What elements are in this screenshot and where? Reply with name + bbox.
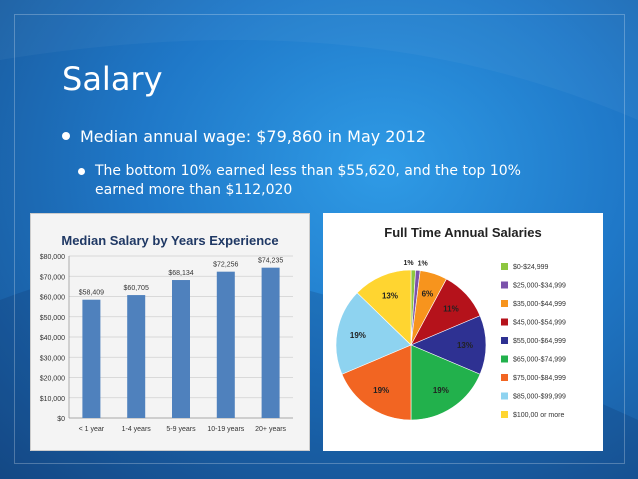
y-tick-label: $60,000	[40, 295, 65, 302]
pie-slice-label: 1%	[418, 260, 429, 267]
y-tick-label: $40,000	[40, 335, 65, 342]
bar-data-label: $74,235	[258, 258, 283, 265]
y-tick-label: $10,000	[40, 396, 65, 403]
legend-label: $65,000-$74,999	[513, 357, 566, 364]
y-tick-label: $80,000	[40, 254, 65, 261]
x-tick-label: 1-4 years	[122, 426, 152, 433]
legend-label: $100,00 or more	[513, 412, 564, 419]
legend-label: $25,000-$34,999	[513, 283, 566, 290]
bullet-text: The bottom 10% earned less than $55,620,…	[95, 163, 521, 198]
legend-label: $75,000-$84,999	[513, 375, 566, 382]
pie-slice-label: 13%	[457, 341, 473, 350]
pie-chart-title: Full Time Annual Salaries	[384, 225, 542, 240]
y-tick-label: $30,000	[40, 355, 65, 362]
bar-data-label: $58,409	[79, 290, 104, 297]
pie-slice	[410, 315, 487, 375]
bar-chart-title: Median Salary by Years Experience	[61, 233, 278, 248]
legend-swatch	[501, 263, 508, 270]
y-tick-label: $0	[57, 416, 65, 423]
bullet-text: Median annual wage: $79,860 in May 2012	[80, 127, 427, 146]
bar-chart: Median Salary by Years Experience $0 $10,0…	[40, 233, 293, 433]
bullet-dot-icon	[62, 131, 70, 140]
legend-label: $55,000-$64,999	[513, 338, 566, 345]
bullet-dot-icon	[78, 168, 85, 175]
legend-swatch	[501, 411, 508, 418]
bar-chart-panel: Median Salary by Years Experience $0 $10,0…	[30, 213, 310, 451]
pie-slice	[410, 344, 481, 421]
pie-slice-label: 19%	[373, 386, 389, 395]
legend-swatch	[501, 300, 508, 307]
legend-swatch	[501, 374, 508, 381]
bar-data-label: $68,134	[168, 270, 193, 277]
legend-swatch	[501, 355, 508, 363]
pie-slice-label: 1%	[403, 260, 414, 267]
pie-slice-label: 6%	[422, 290, 434, 299]
slide-frame	[14, 14, 625, 464]
bar	[127, 295, 146, 418]
bar	[82, 299, 101, 418]
pie-slice-label: 11%	[443, 305, 459, 314]
pie-slice-label: 13%	[382, 291, 398, 300]
legend-label: $85,000-$99,999	[513, 394, 566, 401]
bar	[261, 267, 280, 418]
slide-title: Salary	[62, 60, 163, 98]
pie-chart: Full Time Annual Salaries 1% 1% 6% 11% 13% 19%…	[335, 225, 566, 421]
bullet-median-wage: Median annual wage: $79,860 in May 2012	[62, 127, 426, 146]
x-tick-label: 20+ years	[255, 426, 286, 433]
x-tick-label: < 1 year	[79, 426, 105, 433]
pie-slice	[335, 292, 412, 375]
x-tick-label: 5-9 years	[166, 426, 196, 433]
pie-slice	[341, 344, 412, 421]
x-tick-label: 10-19 years	[207, 426, 244, 433]
legend-label: $35,000-$44,999	[513, 301, 566, 308]
bar	[172, 280, 190, 418]
legend-label: $0-$24,999	[513, 264, 549, 271]
bar	[216, 271, 235, 418]
pie-slice-label: 19%	[350, 331, 366, 340]
pie-chart-panel: Full Time Annual Salaries 1% 1% 6% 11% 13% 19%…	[323, 213, 603, 451]
legend-swatch	[501, 281, 508, 289]
y-tick-label: $70,000	[40, 274, 65, 281]
pie-slice	[356, 269, 412, 346]
legend-swatch	[501, 392, 508, 400]
legend-swatch	[501, 337, 508, 344]
y-tick-label: $50,000	[40, 315, 65, 322]
bar-data-label: $60,705	[124, 285, 149, 292]
legend-swatch	[501, 318, 508, 326]
y-tick-label: $20,000	[40, 376, 65, 383]
bullet-percentiles: The bottom 10% earned less than $55,620,…	[78, 162, 578, 200]
bar-data-label: $72,256	[213, 262, 238, 269]
pie-slice-label: 19%	[433, 386, 449, 395]
legend-label: $45,000-$54,999	[513, 320, 566, 327]
